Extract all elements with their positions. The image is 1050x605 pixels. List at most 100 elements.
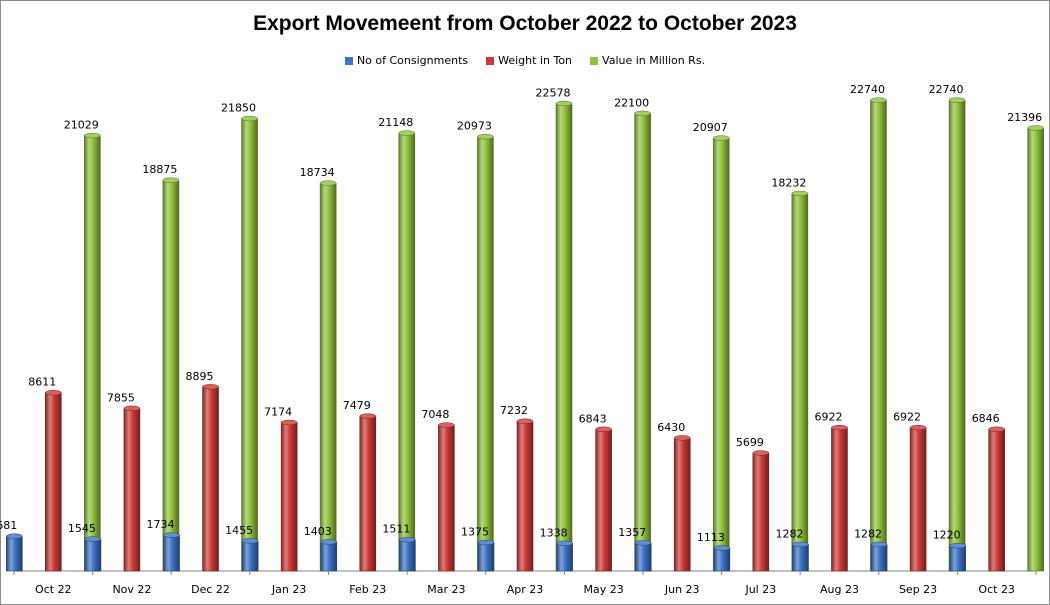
bar-cap — [870, 541, 888, 548]
bar-weight-in-ton — [516, 420, 534, 572]
chart-title: Export Movemeent from October 2022 to Oc… — [253, 12, 797, 35]
bar-value-in-million-rs — [319, 182, 337, 572]
legend-item-value-in-million-rs: Value in Million Rs. — [590, 54, 705, 67]
data-label: 1113 — [697, 531, 725, 544]
bar-cap — [791, 190, 809, 197]
legend-swatch — [344, 57, 353, 65]
x-tick-label: Feb 23 — [349, 583, 386, 596]
bar-value-in-million-rs — [634, 113, 651, 572]
data-label: 6846 — [972, 412, 1000, 425]
bar-weight-in-ton — [673, 437, 691, 572]
bar-cap — [870, 97, 887, 103]
bar-cap — [712, 135, 730, 141]
data-label: 7855 — [107, 391, 135, 404]
data-label: 6922 — [814, 411, 842, 424]
bar-weight-in-ton — [438, 424, 455, 572]
bar-value-in-million-rs — [398, 132, 416, 572]
bar-weight-in-ton — [909, 427, 927, 572]
bar-cap — [84, 132, 101, 139]
data-label: 1455 — [225, 524, 253, 537]
bar-weight-in-ton — [752, 452, 770, 572]
data-label: 18734 — [300, 166, 335, 179]
bar-value-in-million-rs — [477, 136, 494, 572]
bar-value-in-million-rs — [870, 99, 887, 572]
x-tick-label: Sep 23 — [899, 583, 937, 596]
bar-cap — [516, 418, 534, 424]
bar-cap — [634, 110, 651, 116]
data-label: 7048 — [421, 408, 449, 421]
data-label: 1545 — [68, 522, 96, 535]
data-label: 22100 — [614, 96, 649, 109]
bar-cap — [477, 539, 495, 546]
bar-no-of-consignments — [6, 535, 23, 572]
bar-cap — [752, 450, 770, 456]
bar-value-in-million-rs — [712, 137, 730, 572]
bar-cap — [792, 541, 809, 548]
data-label: 1357 — [618, 526, 646, 539]
legend-item-no-of-consignments: No of Consignments — [344, 54, 468, 67]
data-label: 22578 — [536, 86, 571, 99]
data-label: 18232 — [771, 176, 806, 189]
bar-no-of-consignments — [399, 539, 416, 572]
data-label: 7479 — [343, 399, 371, 412]
data-label: 21148 — [378, 116, 413, 129]
bar-value-in-million-rs — [791, 193, 809, 572]
bar-cap — [399, 537, 416, 543]
data-label: 6843 — [579, 412, 607, 425]
bar-cap — [280, 419, 298, 426]
bar-cap — [634, 540, 652, 546]
x-tick-label: Apr 23 — [507, 583, 544, 596]
bar-no-of-consignments — [713, 547, 731, 572]
data-label: 1282 — [854, 527, 882, 540]
bar-cap — [1027, 125, 1044, 131]
bar-no-of-consignments — [556, 542, 573, 572]
bar-weight-in-ton — [988, 428, 1005, 572]
bar-cap — [162, 177, 180, 183]
bar-no-of-consignments — [84, 538, 102, 572]
bar-cap — [909, 425, 927, 431]
bar-weight-in-ton — [831, 427, 848, 572]
bar-cap — [123, 405, 141, 411]
bar-cap — [831, 425, 848, 431]
bar-no-of-consignments — [477, 542, 495, 572]
data-label: 8895 — [186, 370, 214, 383]
bar-cap — [202, 384, 219, 390]
bar-value-in-million-rs — [84, 135, 101, 572]
data-label: 1681 — [0, 519, 17, 532]
data-label: 1220 — [933, 529, 961, 542]
bar-cap — [6, 533, 23, 539]
data-label: 8611 — [28, 376, 56, 389]
bar-cap — [673, 435, 691, 441]
bar-cap — [45, 390, 62, 396]
bar-cap — [438, 422, 455, 428]
bar-cap — [319, 180, 337, 186]
data-label: 7174 — [264, 405, 292, 418]
bar-cap — [241, 538, 259, 544]
data-label: 20973 — [457, 120, 492, 133]
data-label: 21850 — [221, 102, 256, 115]
bar-value-in-million-rs — [948, 99, 966, 572]
x-tick-label: Jul 23 — [744, 583, 776, 596]
bar-cap — [398, 130, 416, 136]
data-label: 18875 — [142, 163, 177, 176]
legend-swatch — [590, 57, 599, 65]
bar-cap — [84, 536, 102, 542]
x-tick-label: Mar 23 — [427, 583, 465, 596]
bar-no-of-consignments — [870, 544, 888, 572]
bar-cap — [948, 97, 966, 103]
bar-value-in-million-rs — [1027, 127, 1044, 572]
data-label: 1403 — [304, 525, 332, 538]
data-label: 21029 — [64, 119, 99, 132]
data-label: 22740 — [929, 83, 964, 96]
x-tick-label: Nov 22 — [112, 583, 151, 596]
bar-cap — [555, 100, 573, 107]
chart-legend: No of Consignments Weight in Ton Value in … — [0, 54, 1050, 67]
legend-label: Weight in Ton — [498, 54, 573, 67]
bar-cap — [477, 134, 494, 140]
bar-weight-in-ton — [123, 408, 141, 572]
bar-weight-in-ton — [202, 386, 219, 572]
bar-no-of-consignments — [949, 545, 966, 572]
data-label: 1338 — [540, 526, 568, 539]
data-label: 21396 — [1007, 111, 1042, 124]
